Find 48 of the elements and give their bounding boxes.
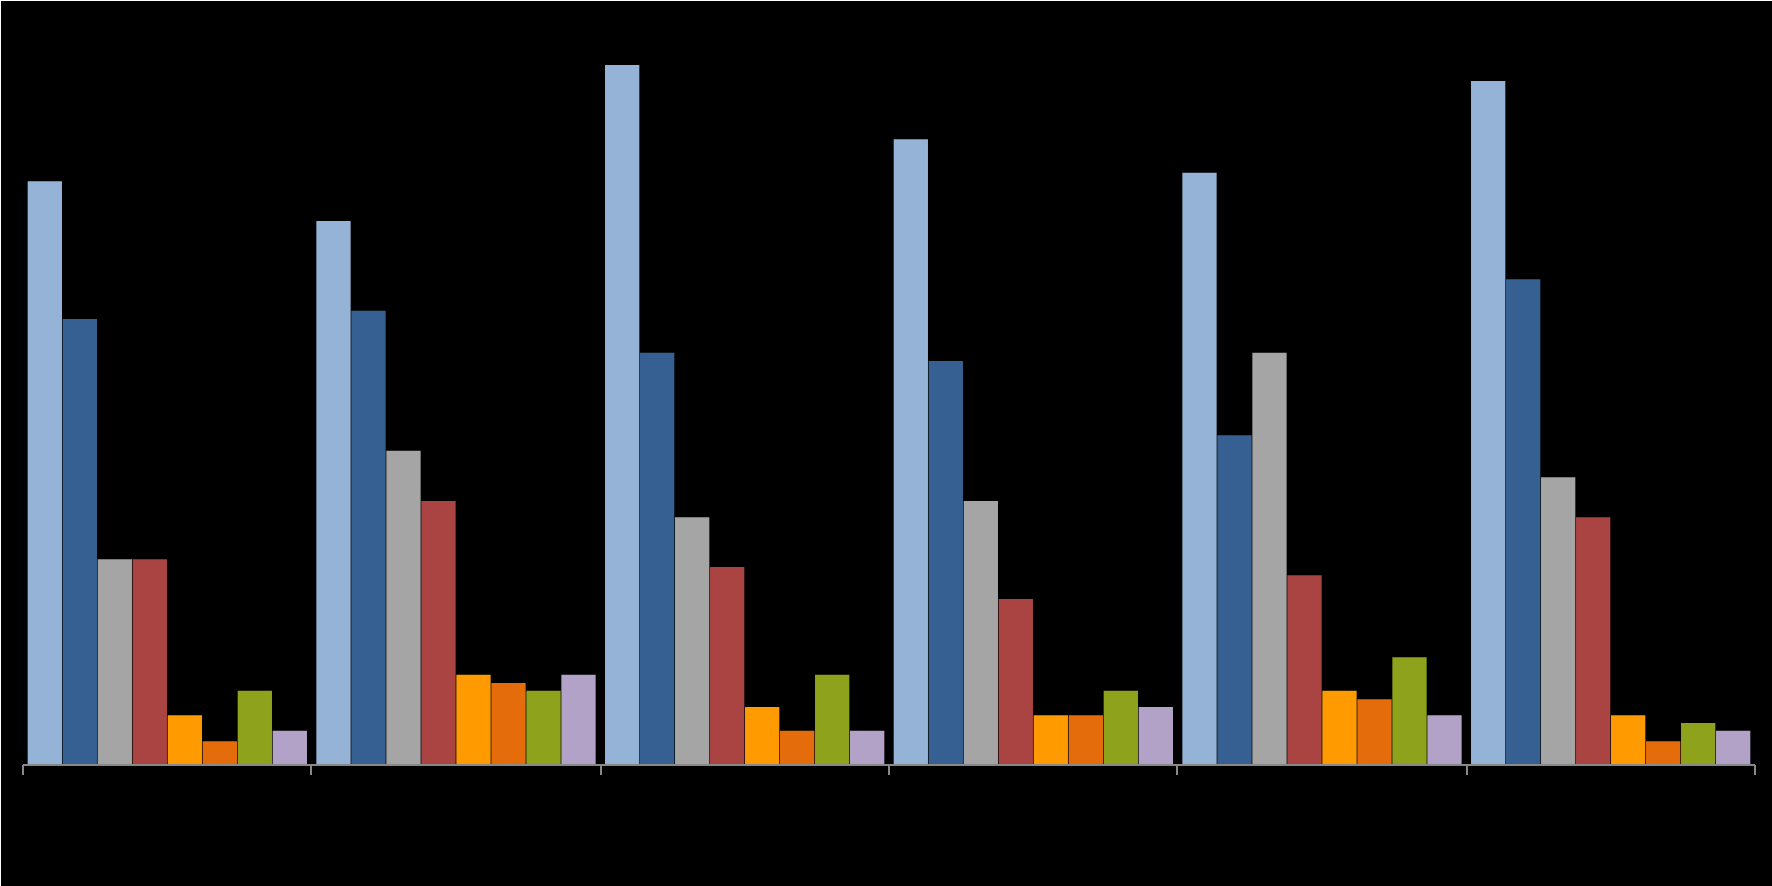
bar [963, 501, 998, 765]
bar [1217, 435, 1252, 765]
bar [1576, 517, 1611, 765]
bar [1287, 575, 1322, 765]
bar [640, 352, 675, 765]
bar [62, 319, 97, 765]
bar [850, 730, 885, 765]
bar [132, 559, 167, 765]
bar [167, 715, 202, 765]
bar [1252, 352, 1287, 765]
bar [710, 566, 745, 765]
bar [561, 674, 596, 765]
bar [456, 674, 491, 765]
bar [1506, 279, 1541, 765]
bar [893, 139, 928, 765]
bar [272, 730, 307, 765]
bar [526, 690, 561, 765]
bar [1103, 690, 1138, 765]
bar [998, 599, 1033, 765]
bar [1138, 706, 1173, 765]
bar [745, 706, 780, 765]
bar [237, 690, 272, 765]
bar [386, 450, 421, 765]
bar [605, 65, 640, 765]
bar [1541, 477, 1576, 765]
bar [421, 501, 456, 765]
bar [1681, 723, 1716, 765]
bar [1182, 172, 1217, 765]
bar [1322, 690, 1357, 765]
bar [1033, 715, 1068, 765]
bar [27, 181, 62, 765]
bar [1646, 741, 1681, 765]
bar [1611, 715, 1646, 765]
bar [491, 683, 526, 765]
bar [815, 674, 850, 765]
bar [316, 221, 351, 765]
bar [675, 517, 710, 765]
bar [1068, 715, 1103, 765]
bar [97, 559, 132, 765]
bar [351, 310, 386, 765]
bar [1357, 699, 1392, 765]
bar [780, 730, 815, 765]
bar [1716, 730, 1751, 765]
bar [202, 741, 237, 765]
bar [1392, 657, 1427, 765]
bar [928, 361, 963, 765]
bar [1427, 715, 1462, 765]
bar [1471, 81, 1506, 765]
